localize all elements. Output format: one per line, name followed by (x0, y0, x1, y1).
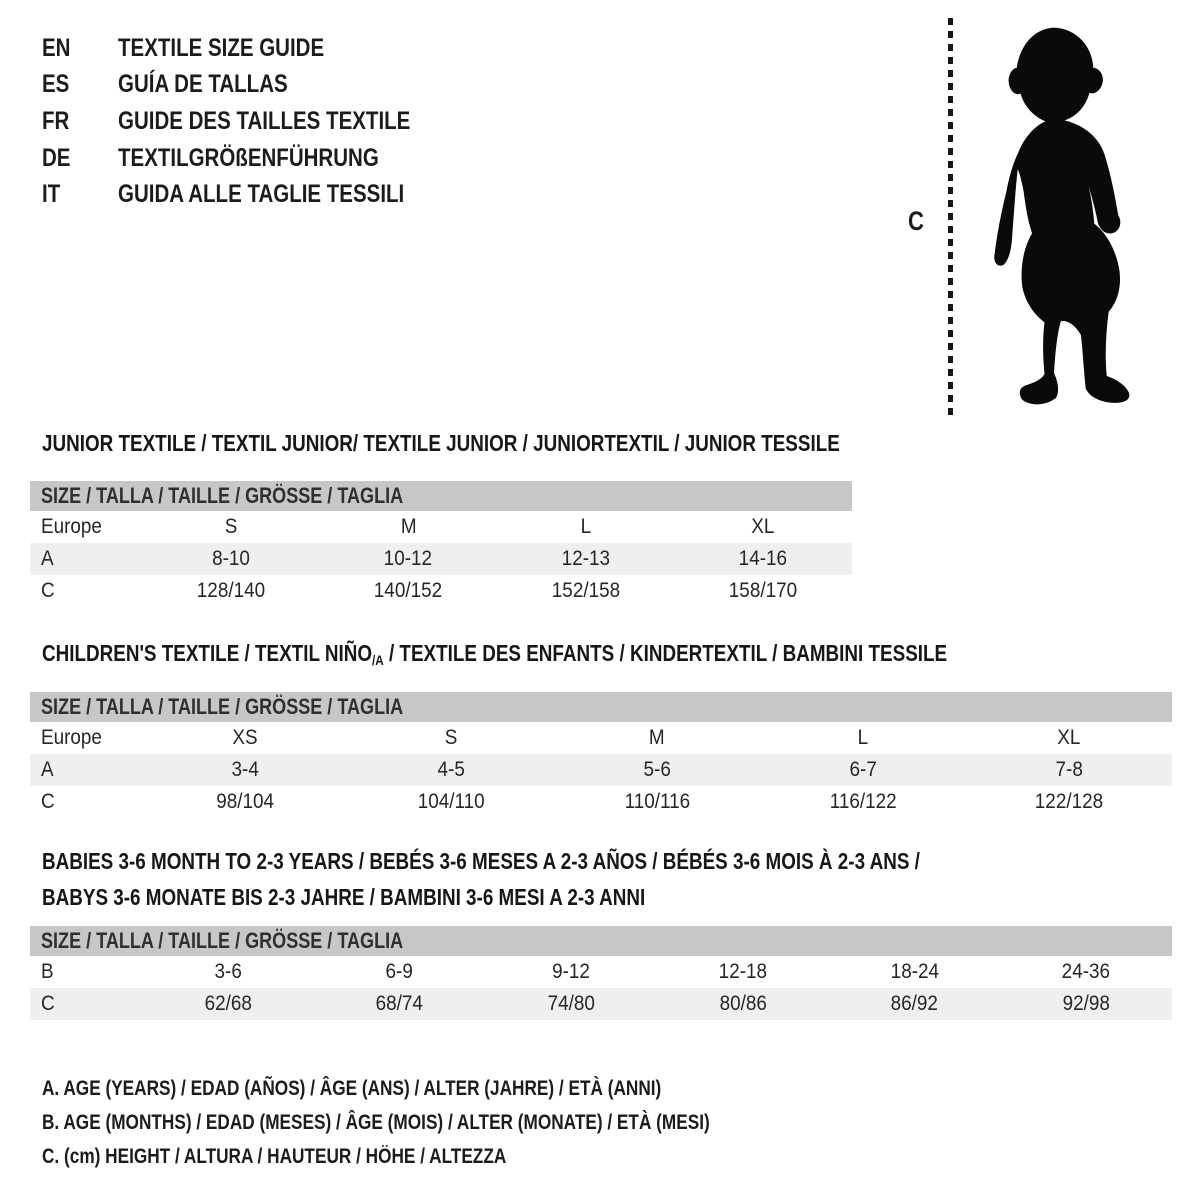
row-label: B (41, 960, 54, 983)
measure-legend: A. AGE (YEARS) / EDAD (AÑOS) / ÂGE (ANS)… (42, 1072, 856, 1174)
row-label: Europe (41, 726, 102, 749)
babies-size-table: SIZE / TALLA / TAILLE / GRÖSSE / TAGLIA … (30, 926, 1172, 1020)
size-header-row: SIZE / TALLA / TAILLE / GRÖSSE / TAGLIA (30, 692, 1172, 722)
lang-code-fr: FR (42, 106, 70, 135)
guide-title-it: GUIDA ALLE TAGLIE TESSILI (118, 180, 405, 209)
legend-line-a: A. AGE (YEARS) / EDAD (AÑOS) / ÂGE (ANS)… (42, 1077, 662, 1100)
toddler-silhouette-icon (994, 27, 1130, 405)
table-row: C 62/68 68/74 74/80 80/86 86/92 92/98 (30, 988, 1172, 1020)
height-dashed-line (948, 18, 953, 416)
lang-code-es: ES (42, 70, 70, 99)
children-size-table: SIZE / TALLA / TAILLE / GRÖSSE / TAGLIA … (30, 692, 1172, 818)
nino-a-subscript: /A (372, 652, 384, 669)
table-row: C 128/140 140/152 152/158 158/170 (41, 579, 798, 602)
table-row: A 3-4 4-5 5-6 6-7 7-8 (30, 754, 1172, 786)
legend-line-c: C. (cm) HEIGHT / ALTURA / HAUTEUR / HÖHE… (42, 1145, 507, 1168)
lang-row-it: IT GUIDA ALLE TAGLIE TESSILI (42, 176, 475, 213)
lang-row-en: EN TEXTILE SIZE GUIDE (42, 30, 475, 67)
table-row: Europe XS S M L XL (41, 726, 1081, 749)
section-title-junior: JUNIOR TEXTILE / TEXTIL JUNIOR/ TEXTILE … (42, 430, 840, 456)
guide-title-en: TEXTILE SIZE GUIDE (118, 33, 325, 62)
table-row: Europe S M L XL (41, 515, 775, 538)
legend-line-b: B. AGE (MONTHS) / EDAD (MESES) / ÂGE (MO… (42, 1111, 710, 1134)
lang-code-it: IT (42, 180, 61, 209)
row-label: C (41, 579, 55, 602)
height-measure-label: C (908, 206, 924, 236)
size-header-row: SIZE / TALLA / TAILLE / GRÖSSE / TAGLIA (30, 926, 1172, 956)
table-row: A 8-10 10-12 12-13 14-16 (30, 543, 852, 575)
lang-row-fr: FR GUIDE DES TAILLES TEXTILE (42, 103, 475, 140)
guide-title-de: TEXTILGRÖßENFÜHRUNG (118, 143, 379, 172)
row-label: Europe (41, 515, 102, 538)
lang-code-en: EN (42, 33, 71, 62)
row-label: A (41, 547, 54, 570)
lang-row-es: ES GUÍA DE TALLAS (42, 67, 475, 104)
section-title-children: CHILDREN'S TEXTILE / TEXTIL NIÑO/A / TEX… (42, 640, 948, 669)
size-header-row: SIZE / TALLA / TAILLE / GRÖSSE / TAGLIA (30, 481, 852, 511)
section-title-babies: BABIES 3-6 MONTH TO 2-3 YEARS / BEBÉS 3-… (42, 848, 920, 910)
guide-title-fr: GUIDE DES TAILLES TEXTILE (118, 106, 411, 135)
language-title-list: EN TEXTILE SIZE GUIDE ES GUÍA DE TALLAS … (42, 30, 475, 213)
lang-code-de: DE (42, 143, 71, 172)
row-label: A (41, 758, 54, 781)
junior-size-table: SIZE / TALLA / TAILLE / GRÖSSE / TAGLIA … (30, 481, 852, 607)
table-row: C 98/104 104/110 110/116 116/122 122/128 (41, 790, 1104, 813)
guide-title-es: GUÍA DE TALLAS (118, 70, 288, 99)
lang-row-de: DE TEXTILGRÖßENFÜHRUNG (42, 140, 475, 177)
table-row: B 3-6 6-9 9-12 12-18 18-24 24-36 (41, 960, 1111, 983)
row-label: C (41, 790, 55, 813)
row-label: C (41, 992, 55, 1015)
